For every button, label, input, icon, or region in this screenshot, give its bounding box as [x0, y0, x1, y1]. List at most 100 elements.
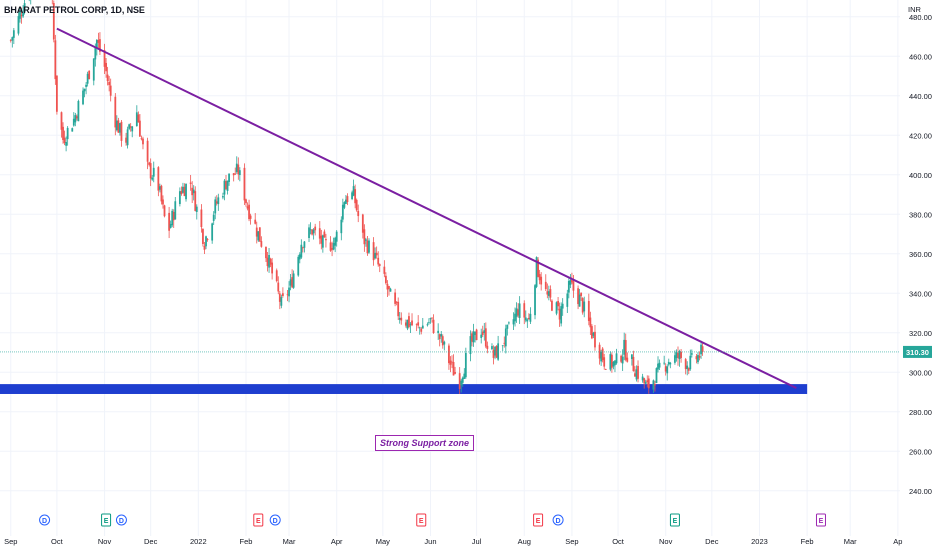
candle-body	[301, 247, 304, 249]
candle-body	[518, 303, 521, 318]
candle-body	[438, 334, 441, 340]
marker-label: D	[273, 518, 278, 525]
candle-body	[501, 345, 504, 347]
candle-body	[612, 361, 615, 367]
candle-body	[77, 100, 80, 122]
earnings-marker-icon[interactable]: E	[815, 513, 826, 527]
candle-body	[71, 128, 74, 132]
earnings-marker-icon[interactable]: E	[533, 513, 544, 527]
candle-body	[137, 114, 140, 123]
support-zone-annotation[interactable]: Strong Support zone	[375, 435, 474, 451]
candle-body	[600, 351, 603, 362]
dividend-marker-icon[interactable]: D	[552, 514, 564, 526]
candle-body	[214, 199, 217, 214]
candle-body	[700, 344, 702, 355]
candle-body	[409, 324, 412, 326]
candle-body	[366, 240, 369, 254]
candle-body	[174, 201, 177, 220]
marker-shape	[815, 513, 826, 527]
candle-body	[354, 189, 357, 204]
candle-body	[641, 376, 644, 381]
candle-body	[88, 70, 91, 80]
candle-body	[314, 226, 317, 231]
candle-body	[172, 211, 175, 221]
candle-body	[217, 197, 220, 205]
candle-body	[448, 345, 450, 364]
candle-body	[65, 142, 68, 146]
candle-body	[657, 363, 659, 370]
candle-body	[363, 229, 366, 245]
candle-body	[581, 298, 584, 313]
candle-body	[529, 313, 532, 322]
candle-body	[635, 369, 638, 380]
support-zone	[0, 384, 808, 394]
trendline[interactable]	[56, 27, 797, 389]
candle-body	[205, 236, 207, 247]
candle-body	[86, 73, 89, 84]
candle-body	[632, 356, 635, 372]
candle-body	[534, 285, 536, 316]
candle-body	[60, 112, 63, 130]
candle-body	[624, 340, 627, 360]
candle-body	[52, 3, 55, 40]
x-tick-label: Sep	[565, 537, 578, 546]
dividend-marker-icon[interactable]: D	[39, 514, 51, 526]
candle-body	[674, 355, 676, 363]
candle-body	[395, 301, 398, 303]
candle-body	[398, 318, 401, 320]
earnings-marker-icon[interactable]: E	[416, 513, 427, 527]
candle-body	[312, 229, 315, 234]
y-tick-label: 340.00	[909, 289, 932, 298]
earnings-marker-icon[interactable]: E	[101, 513, 112, 527]
candle-body	[524, 317, 527, 321]
dividend-marker-icon[interactable]: D	[269, 514, 281, 526]
candle-body	[202, 229, 204, 244]
y-tick-label: 440.00	[909, 92, 932, 101]
candle-body	[158, 186, 161, 190]
marker-label: E	[536, 518, 541, 525]
earnings-marker-icon[interactable]: E	[253, 513, 264, 527]
candle-body	[254, 219, 257, 224]
candle-body	[526, 319, 529, 322]
candle-body	[494, 346, 496, 356]
candle-body	[248, 204, 250, 220]
candle-body	[128, 124, 131, 129]
candle-body	[288, 287, 290, 297]
candle-body	[523, 303, 526, 318]
candle-body	[614, 360, 616, 366]
candle-body	[667, 361, 670, 365]
x-axis[interactable]: Sep Oct Nov Dec 2022 Feb Mar Apr May Jun Jul Aug Sep…	[4, 537, 902, 546]
marker-label: E	[419, 518, 424, 525]
candle-body	[411, 320, 413, 326]
candle-body	[11, 37, 14, 41]
candle-body	[604, 368, 607, 370]
candle-body	[340, 219, 343, 234]
candle-body	[291, 277, 294, 288]
candle-body	[115, 120, 118, 131]
candle-body	[383, 266, 386, 274]
candle-body	[125, 137, 127, 143]
candle-body	[623, 339, 626, 355]
candle-body	[483, 330, 486, 334]
candle-body	[634, 373, 636, 377]
candle-body	[17, 16, 20, 34]
y-axis[interactable]: 240.00 260.00 280.00 300.00 320.00 340.00 360.…	[908, 5, 932, 496]
candle-body	[515, 308, 518, 317]
candle-body	[82, 90, 84, 105]
earnings-marker-icon[interactable]: E	[669, 513, 680, 527]
marker-shape	[552, 514, 564, 526]
dividend-marker-icon[interactable]: D	[115, 514, 127, 526]
chart-title: BHARAT PETROL CORP, 1D, NSE	[4, 5, 145, 15]
candle-body	[109, 85, 112, 96]
candle-body	[20, 15, 23, 17]
candle-body	[415, 323, 418, 325]
candle-body	[375, 252, 378, 256]
candle-body	[351, 192, 353, 200]
candle-body	[243, 167, 246, 201]
candle-body	[644, 381, 647, 384]
y-tick-label: 280.00	[909, 408, 932, 417]
candle-body	[277, 282, 280, 292]
candle-body	[441, 336, 444, 346]
